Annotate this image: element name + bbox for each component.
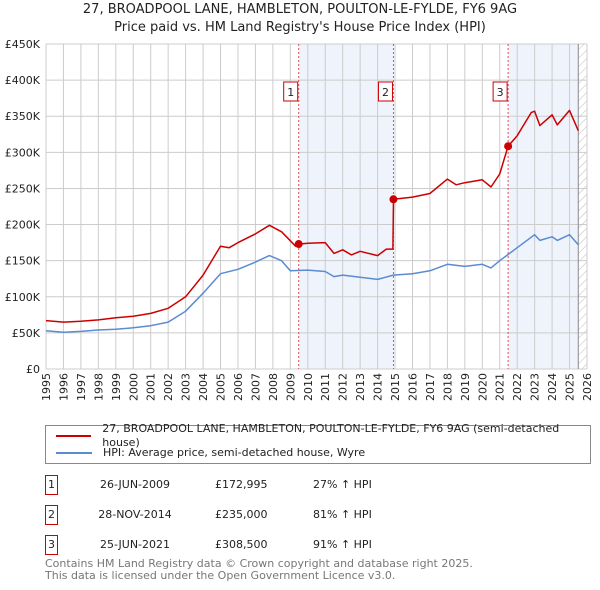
transaction-date: 25-JUN-2021: [99, 538, 171, 551]
transaction-date: 26-JUN-2009: [99, 478, 171, 491]
x-tick-label: 2023: [529, 373, 542, 401]
y-tick-label: £300K: [5, 146, 41, 159]
x-tick-label: 2021: [494, 373, 507, 401]
x-tick-label: 2006: [232, 373, 245, 401]
footer: Contains HM Land Registry data © Crown c…: [45, 558, 473, 582]
x-tick-label: 2008: [267, 373, 280, 401]
legend-item-property: 27, BROADPOOL LANE, HAMBLETON, POULTON-L…: [56, 422, 590, 449]
y-tick-label: £50K: [12, 327, 41, 340]
price-chart: 1995 1996 1997 1998 1999 2000 2001 2002 2003 2004…: [5, 38, 594, 401]
blue-line-swatch: [56, 452, 92, 454]
y-tick-label: £350K: [5, 110, 41, 123]
x-tick-label: 2003: [180, 373, 193, 401]
x-tick-label: 2026: [581, 373, 594, 401]
x-tick-label: 2013: [354, 373, 367, 401]
x-tick-label: 2002: [162, 373, 175, 401]
x-tick-label: 2018: [441, 373, 454, 401]
x-tick-label: 1999: [110, 373, 123, 401]
transaction-number: 3: [45, 535, 58, 555]
transaction-number: 2: [45, 505, 58, 525]
transaction-hpi: 91% ↑ HPI: [313, 538, 372, 551]
footer-license: This data is licensed under the Open Gov…: [45, 569, 396, 582]
sale-label-number: 1: [287, 86, 294, 99]
sale-label-box: [283, 81, 299, 102]
x-tick-label: 1995: [40, 373, 53, 401]
chart-title: 27, BROADPOOL LANE, HAMBLETON, POULTON-L…: [82, 2, 518, 17]
property-price-line: [45, 109, 579, 323]
transaction-date: 28-NOV-2014: [98, 508, 172, 521]
sale-point: [504, 142, 513, 151]
y-tick-label: £250K: [5, 182, 41, 195]
x-tick-label: 2024: [546, 373, 559, 401]
sale-label-box: [492, 81, 508, 102]
transaction-hpi: 81% ↑ HPI: [313, 508, 372, 521]
y-tick-label: £150K: [5, 255, 41, 268]
x-tick-label: 2017: [424, 373, 437, 401]
y-tick-label: £0: [26, 363, 40, 376]
footer-copyright: Contains HM Land Registry data © Crown c…: [45, 557, 473, 570]
red-line-swatch: [56, 435, 92, 437]
x-tick-label: 2000: [127, 373, 140, 401]
x-tick-label: 2012: [337, 373, 350, 401]
legend: 27, BROADPOOL LANE, HAMBLETON, POULTON-L…: [45, 422, 591, 464]
x-tick-label: 2007: [249, 373, 262, 401]
y-tick-label: £400K: [5, 74, 41, 87]
x-tick-label: 2010: [302, 373, 315, 401]
sale-label-box: [377, 81, 393, 102]
transaction-price: £235,000: [215, 508, 268, 521]
legend-label-hpi: HPI: Average price, semi-detached house,…: [103, 446, 366, 459]
x-tick-label: 1996: [57, 373, 70, 401]
chart-subtitle: Price paid vs. HM Land Registry's House …: [114, 20, 486, 35]
transaction-price: £308,500: [215, 538, 268, 551]
x-tick-label: 1998: [92, 373, 105, 401]
transaction-hpi: 27% ↑ HPI: [313, 478, 372, 491]
future-hatch: [578, 44, 587, 369]
x-tick-label: 2022: [511, 373, 524, 401]
y-tick-label: £200K: [5, 219, 41, 232]
x-tick-label: 2020: [476, 373, 489, 401]
x-tick-label: 2005: [215, 373, 228, 401]
sale-label-number: 2: [382, 86, 389, 99]
transaction-price: £172,995: [215, 478, 268, 491]
shaded-period-2: [508, 44, 579, 369]
legend-label-property: 27, BROADPOOL LANE, HAMBLETON, POULTON-L…: [102, 422, 560, 449]
sale-label-number: 3: [497, 86, 504, 99]
legend-item-hpi: HPI: Average price, semi-detached house,…: [56, 446, 365, 460]
x-tick-label: 1997: [75, 373, 88, 401]
sale-point: [389, 195, 398, 204]
transaction-number: 1: [45, 475, 58, 495]
hpi-line: [45, 233, 579, 333]
x-tick-label: 2015: [389, 373, 402, 401]
x-tick-label: 2009: [284, 373, 297, 401]
x-tick-label: 2004: [197, 373, 210, 401]
y-tick-label: £450K: [5, 38, 41, 51]
x-tick-label: 2019: [459, 373, 472, 401]
sale-point: [294, 240, 303, 249]
y-tick-label: £100K: [5, 291, 41, 304]
x-tick-label: 2014: [372, 373, 385, 401]
x-tick-label: 2001: [145, 373, 158, 401]
x-tick-label: 2025: [564, 373, 577, 401]
x-tick-label: 2011: [319, 373, 332, 401]
x-tick-label: 2016: [406, 373, 419, 401]
